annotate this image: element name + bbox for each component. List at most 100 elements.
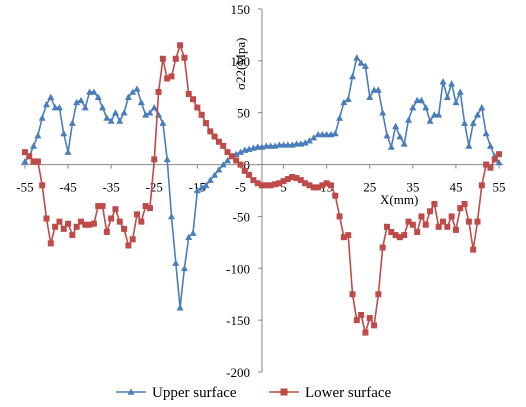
upper-surface-point <box>448 80 456 87</box>
lower-surface-point <box>116 218 123 225</box>
upper-surface-point <box>34 132 42 139</box>
upper-surface-point <box>340 98 348 106</box>
lower-surface-point <box>414 228 421 235</box>
lower-surface-point <box>405 218 412 225</box>
lower-surface-point <box>86 221 93 228</box>
upper-surface-point <box>172 259 180 266</box>
upper-surface-point <box>461 119 469 126</box>
lower-surface-point <box>202 120 209 127</box>
upper-surface-point <box>30 142 38 149</box>
legend: Upper surface Lower surface <box>116 385 392 401</box>
x-tick-label: 35 <box>406 180 419 195</box>
x-tick-label: 5 <box>280 180 287 195</box>
lower-surface-point <box>129 236 136 243</box>
lower-surface-point <box>302 180 309 187</box>
upper-surface-legend-marker <box>127 388 135 395</box>
upper-surface-point <box>176 304 184 311</box>
upper-surface-point <box>344 95 352 103</box>
lower-surface-point <box>422 221 429 228</box>
x-axis-title: X(mm) <box>380 192 418 207</box>
upper-surface-point <box>374 86 382 93</box>
lower-surface-point <box>340 234 347 241</box>
upper-surface-point <box>120 109 128 116</box>
lower-surface-legend-marker <box>280 388 288 396</box>
lower-surface-point <box>431 200 438 207</box>
upper-surface-point <box>150 104 158 111</box>
lower-surface-point <box>134 211 141 218</box>
lower-surface-point <box>56 218 63 225</box>
lower-surface-point <box>168 73 175 80</box>
lower-surface-point <box>465 218 472 225</box>
lower-surface-point <box>444 223 451 230</box>
upper-surface-point <box>68 119 76 126</box>
lower-surface-point <box>190 96 197 103</box>
lower-surface-point <box>254 180 261 187</box>
upper-surface-point <box>21 157 29 165</box>
upper-surface-point <box>465 142 473 149</box>
lower-surface-point <box>491 156 498 163</box>
lower-surface-point <box>198 111 205 118</box>
upper-surface-point <box>474 111 481 118</box>
lower-surface-point <box>435 223 442 230</box>
lower-surface-point <box>60 225 67 232</box>
y-tick-label: 50 <box>237 106 250 121</box>
lower-surface-point <box>276 180 283 187</box>
upper-surface-point <box>349 72 357 80</box>
upper-surface-point <box>409 104 417 111</box>
upper-surface-point <box>137 98 145 106</box>
lower-surface-point <box>306 182 313 189</box>
x-tick-label: -5 <box>235 180 246 195</box>
lower-surface-point <box>440 218 447 225</box>
lower-surface-point <box>39 182 46 189</box>
upper-surface-point <box>439 78 447 85</box>
lower-surface-point <box>323 180 330 187</box>
lower-surface-point <box>284 176 291 183</box>
upper-surface-point <box>379 109 387 116</box>
lower-surface-point <box>73 223 80 230</box>
lower-surface-point <box>448 213 455 220</box>
lower-surface-point <box>353 317 360 324</box>
upper-surface-point <box>331 129 339 137</box>
lower-surface-point <box>271 181 278 188</box>
upper-surface-point <box>142 111 150 118</box>
upper-surface-point <box>206 176 214 183</box>
upper-surface-point <box>129 88 137 95</box>
upper-surface-point <box>392 122 400 129</box>
lower-surface-point <box>427 208 434 215</box>
upper-surface-point <box>124 93 132 100</box>
upper-surface-point <box>60 129 68 137</box>
lower-surface-point <box>388 228 395 235</box>
y-tick-label: -200 <box>226 365 250 380</box>
lower-surface-point <box>155 88 162 95</box>
upper-surface-point <box>55 104 63 111</box>
lower-surface-point <box>69 232 76 239</box>
lower-surface-point <box>310 184 317 191</box>
upper-surface-point <box>193 187 201 194</box>
upper-surface-point <box>400 140 408 147</box>
lower-surface-point <box>246 171 253 178</box>
series-layer <box>21 42 503 336</box>
lower-surface-point <box>65 220 72 227</box>
lower-surface-point <box>82 221 89 228</box>
upper-surface-point <box>211 171 219 178</box>
lower-surface-point <box>496 151 503 158</box>
upper-surface-point <box>301 139 309 146</box>
lower-surface-point <box>379 244 386 251</box>
upper-surface-point <box>305 137 313 144</box>
upper-surface-point <box>310 134 318 141</box>
lower-surface-point <box>267 182 274 189</box>
lower-surface-point <box>327 182 334 189</box>
upper-surface-point <box>357 59 365 66</box>
lower-surface-point <box>349 291 356 298</box>
upper-surface-point <box>422 104 430 111</box>
upper-surface-point <box>159 119 167 126</box>
lower-surface-point <box>30 158 37 165</box>
y-tick-label: 150 <box>231 2 251 17</box>
upper-surface-point <box>224 156 232 164</box>
lower-surface-point <box>474 218 481 225</box>
upper-surface-point <box>47 93 55 100</box>
lower-surface-point <box>241 167 248 174</box>
upper-surface-point <box>133 85 141 92</box>
lower-surface-point <box>375 291 382 298</box>
